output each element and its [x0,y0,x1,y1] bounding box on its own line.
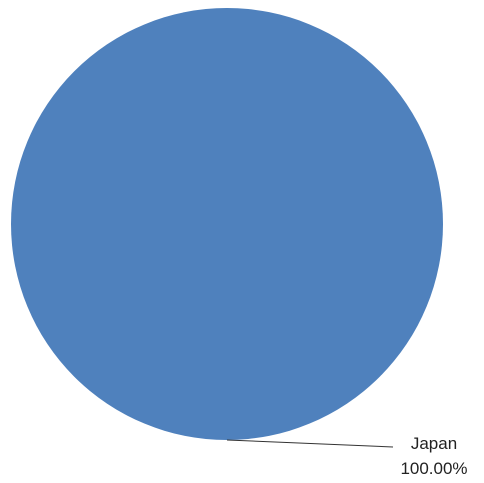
leader-line-japan [226,439,394,448]
pie-slice-japan [11,8,443,440]
slice-label-japan: Japan [411,434,457,453]
pie-slices [11,8,443,440]
slice-percent-japan: 100.00% [400,459,467,478]
pie-leader-lines [226,439,394,448]
pie-labels: Japan 100.00% [400,434,467,478]
